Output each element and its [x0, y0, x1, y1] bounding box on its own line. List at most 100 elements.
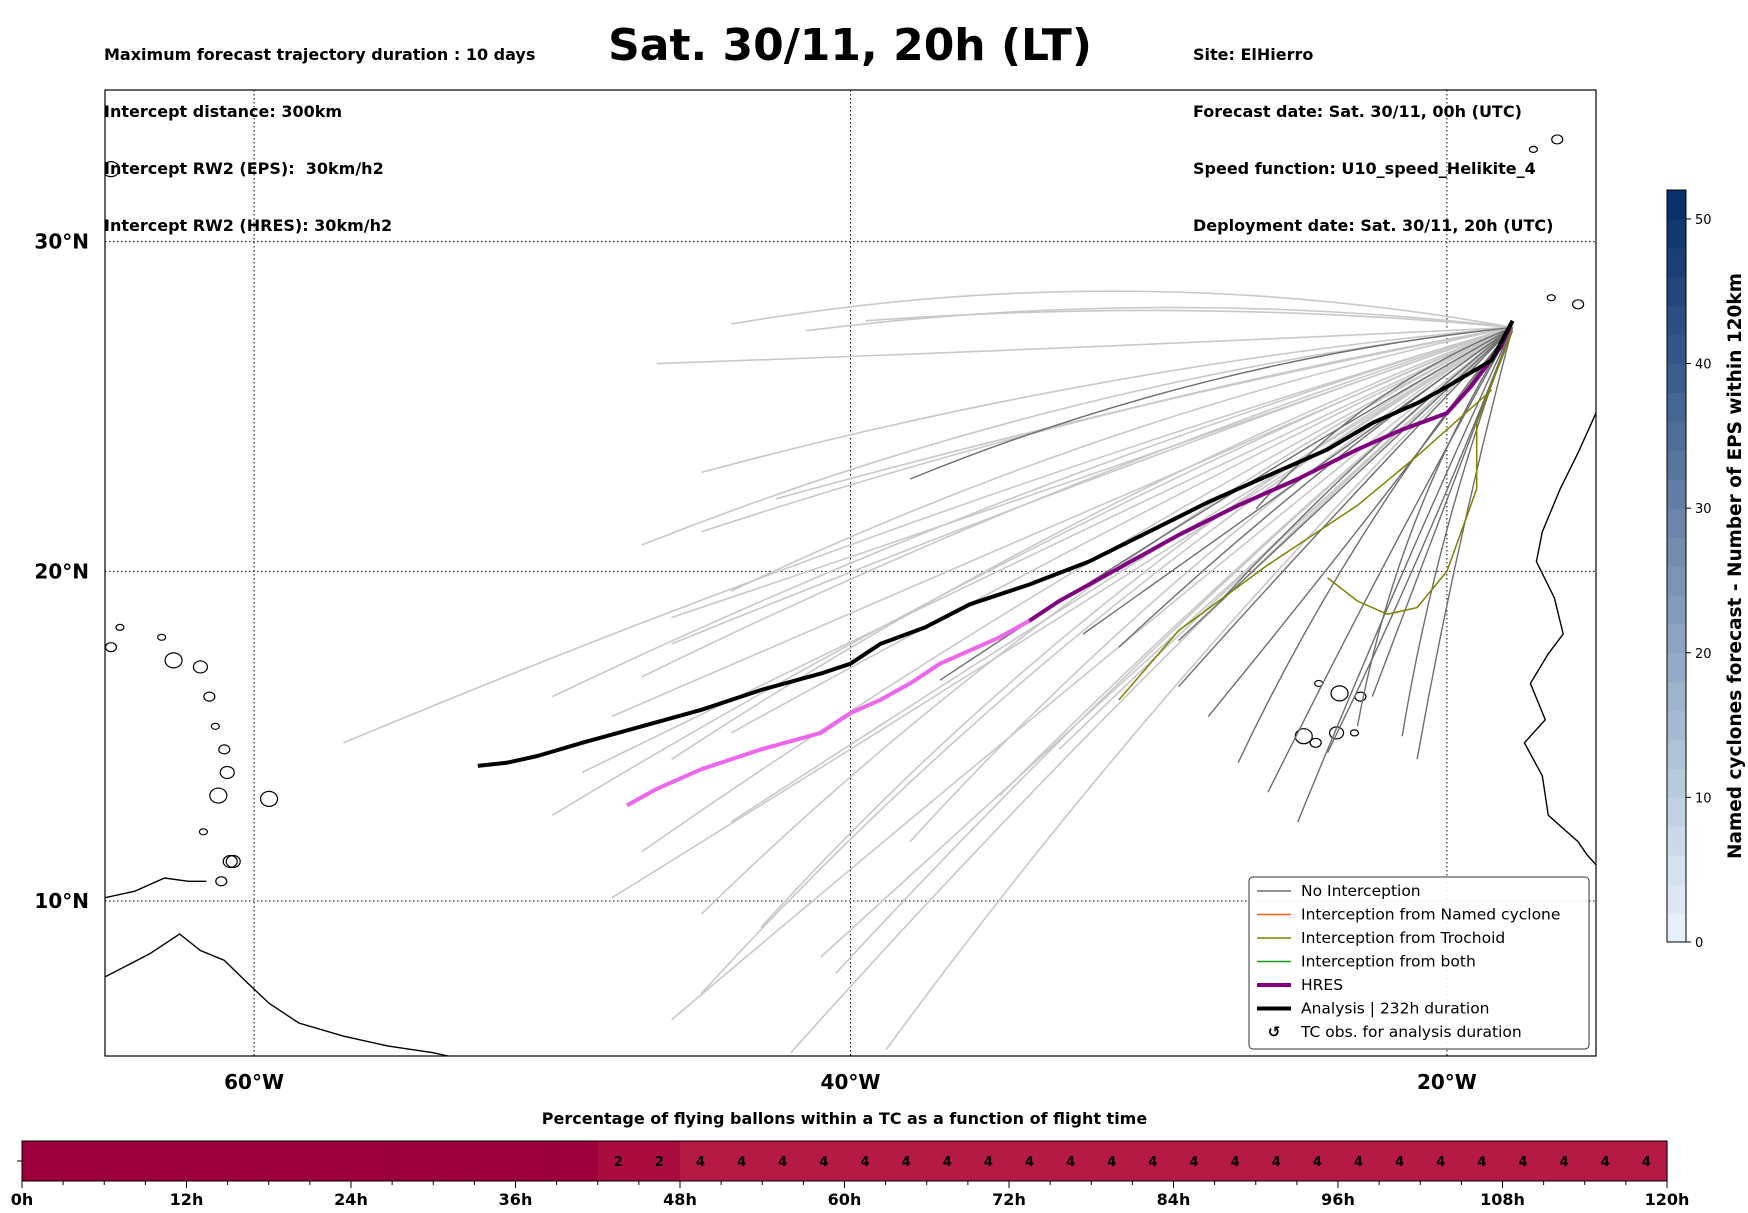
strip-value-label-25: 4: [1066, 1155, 1075, 1170]
ensemble-track-light-18: [551, 326, 1513, 816]
strip-value-label-20: 4: [861, 1155, 870, 1170]
colorbar-band-21: [1667, 305, 1686, 336]
strip-tick-label-6: 72h: [992, 1190, 1026, 1209]
strip-cell-5: [227, 1141, 270, 1181]
ensemble-track-dark-5: [1207, 326, 1514, 717]
strip-cell-37: [1543, 1141, 1586, 1181]
strip-value-label-23: 4: [984, 1155, 993, 1170]
ensemble-track-light-5: [701, 326, 1513, 474]
strip-cell-39: [1625, 1141, 1668, 1181]
ensemble-track-light-30: [909, 326, 1513, 843]
island-18: [1619, 285, 1633, 297]
chart-title: Sat. 30/11, 20h (LT): [608, 20, 1092, 71]
strip-cell-35: [1461, 1141, 1504, 1181]
island-11: [259, 790, 279, 807]
strip-cell-18: [762, 1141, 804, 1181]
strip-cell-26: [1091, 1141, 1133, 1181]
strip-cell-30: [1255, 1141, 1298, 1181]
legend-label-0: No Interception: [1301, 882, 1421, 900]
ensemble-track-light-15: [730, 326, 1513, 734]
island-23: [1330, 685, 1349, 702]
ensemble-track-light-0: [343, 326, 1513, 744]
coastline-venezuela: [105, 877, 207, 899]
colorbar-band-22: [1667, 276, 1686, 307]
ensemble-track-light-12: [730, 326, 1513, 592]
island-2: [219, 765, 235, 780]
colorbar-band-17: [1667, 421, 1686, 451]
strip-value-label-38: 4: [1601, 1155, 1610, 1170]
colorbar-band-25: [1667, 190, 1686, 220]
header-intercept-eps: Intercept RW2 (EPS): 30km/h2: [104, 159, 384, 178]
strip-value-label-29: 4: [1231, 1155, 1240, 1170]
strip-cell-15: [638, 1141, 681, 1181]
strip-value-label-36: 4: [1519, 1155, 1528, 1170]
header-right-info: Site: ElHierro Forecast date: Sat. 30/11…: [1193, 7, 1553, 254]
coastline-south-america: [105, 933, 452, 1056]
island-27: [1294, 728, 1313, 745]
strip-cell-25: [1050, 1141, 1092, 1181]
legend-tc-marker-icon: ↺: [1268, 1023, 1281, 1041]
analysis-track: [477, 319, 1515, 768]
header-site: Site: ElHierro: [1193, 45, 1314, 64]
strip-tick-label-1: 12h: [170, 1190, 204, 1209]
colorbar-band-14: [1667, 508, 1686, 538]
lon-tick-label-2: 20°W: [1417, 1070, 1477, 1094]
header-duration: Maximum forecast trajectory duration : 1…: [104, 45, 536, 64]
ensemble-track-dark-6: [1237, 326, 1514, 763]
colorbar-band-12: [1667, 566, 1686, 596]
hres-track-early: [1028, 319, 1515, 623]
strip-title: Percentage of flying ballons within a TC…: [541, 1109, 1148, 1128]
ensemble-track-dark-0: [909, 326, 1513, 480]
hres-track-late: [625, 619, 1031, 808]
strip-cell-34: [1420, 1141, 1462, 1181]
legend-label-4: HRES: [1301, 976, 1343, 994]
strip-cell-24: [1009, 1141, 1051, 1181]
strip-value-label-31: 4: [1313, 1155, 1322, 1170]
island-9: [215, 876, 228, 887]
strip-value-label-18: 4: [778, 1155, 787, 1170]
strip-value-label-19: 4: [819, 1155, 828, 1170]
lat-tick-label-2: 10°N: [34, 889, 89, 913]
strip-value-label-34: 4: [1436, 1155, 1445, 1170]
legend-label-2: Interception from Trochoid: [1301, 929, 1505, 947]
colorbar-band-2: [1667, 855, 1686, 885]
strip-cell-13: [556, 1141, 599, 1181]
strip-tick-label-8: 96h: [1321, 1190, 1355, 1209]
legend-label-6: TC obs. for analysis duration: [1300, 1023, 1522, 1041]
colorbar-band-9: [1667, 652, 1686, 683]
island-1: [218, 744, 231, 755]
header-forecast-date: Forecast date: Sat. 30/11, 00h (UTC): [1193, 102, 1522, 121]
strip-cell-38: [1584, 1141, 1627, 1181]
island-14: [222, 854, 238, 869]
colorbar-band-7: [1667, 710, 1686, 741]
strip-cell-11: [474, 1141, 517, 1181]
ensemble-track-dark-16: [1416, 327, 1514, 760]
ensemble-track-dark-12: [1255, 326, 1513, 510]
map-frame: [104, 89, 1597, 1057]
lat-tick-label-1: 20°N: [34, 559, 89, 583]
ensemble-track-light-9: [865, 309, 1513, 329]
colorbar-band-19: [1667, 363, 1686, 393]
colorbar-band-5: [1667, 768, 1686, 798]
strip-value-label-21: 4: [902, 1155, 911, 1170]
ensemble-track-light-1: [551, 326, 1513, 698]
strip-value-label-26: 4: [1107, 1155, 1116, 1170]
island-21: [1551, 134, 1564, 145]
strip-cell-22: [926, 1141, 969, 1181]
colorbar-band-16: [1667, 450, 1686, 480]
strip-cell-32: [1338, 1141, 1380, 1181]
ensemble-track-light-22: [700, 326, 1513, 915]
lon-tick-label-0: 60°W: [224, 1070, 284, 1094]
island-22: [1625, 232, 1639, 244]
strip-tick-label-3: 36h: [499, 1190, 533, 1209]
ensemble-track-light-10: [775, 326, 1513, 500]
island-5: [203, 691, 216, 702]
strip-tick-label-10: 120h: [1645, 1190, 1690, 1209]
strip-cell-1: [63, 1141, 105, 1181]
colorbar-band-20: [1667, 334, 1686, 365]
strip-tick-label-9: 108h: [1480, 1190, 1525, 1209]
strip-tick-label-5: 60h: [828, 1190, 862, 1209]
ensemble-track-light-27: [671, 326, 1514, 1021]
strip-cell-29: [1214, 1141, 1257, 1181]
colorbar-band-15: [1667, 479, 1686, 509]
